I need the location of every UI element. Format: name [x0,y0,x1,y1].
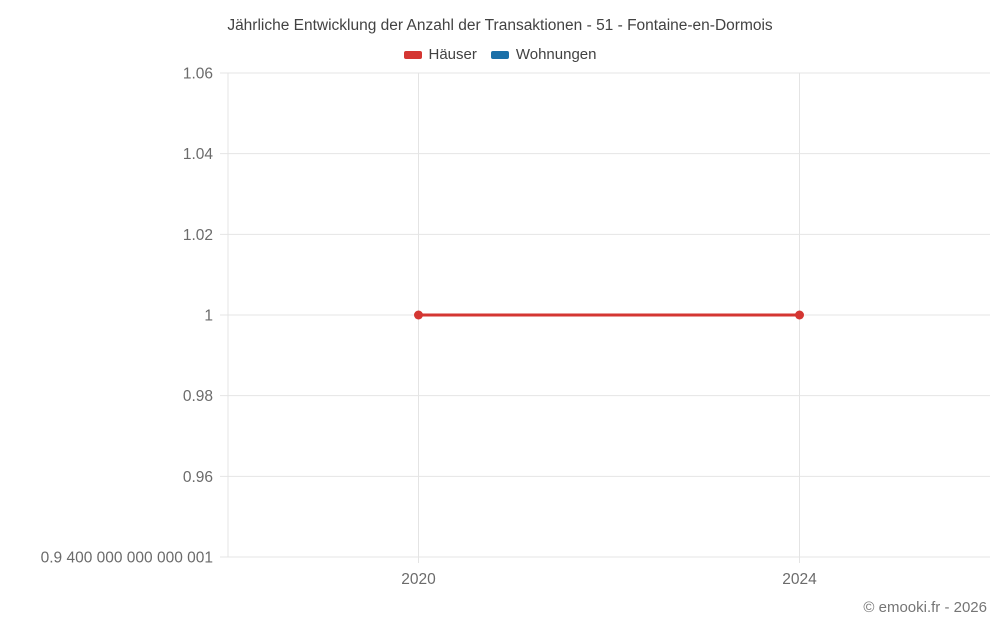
legend-label-haeuser: Häuser [428,46,477,63]
data-point[interactable] [795,310,804,320]
chart-legend: Häuser Wohnungen [0,46,1000,63]
credit: © emooki.fr - 2026 [863,599,987,616]
legend-swatch-wohnungen-icon [490,50,509,59]
y-tick-label: 1.04 [183,146,214,163]
x-tick-label: 2024 [782,571,817,588]
chart-title: Jährliche Entwicklung der Anzahl der Tra… [227,17,773,34]
legend-swatch-haeuser-icon [403,50,422,59]
legend-item-haeuser: Häuser [403,46,477,63]
y-tick-label: 1 [204,308,213,325]
data-point[interactable] [414,310,423,320]
x-tick-label: 2020 [401,571,436,588]
legend-item-wohnungen: Wohnungen [490,46,597,63]
y-tick-label: 1.02 [183,227,213,244]
y-tick-label: 0.96 [183,469,213,486]
y-tick-label: 0.98 [183,388,213,405]
y-tick-label: 0.9 400 000 000 000 001 [41,550,213,567]
legend-label-wohnungen: Wohnungen [515,46,597,63]
y-tick-label: 1.06 [183,66,213,83]
